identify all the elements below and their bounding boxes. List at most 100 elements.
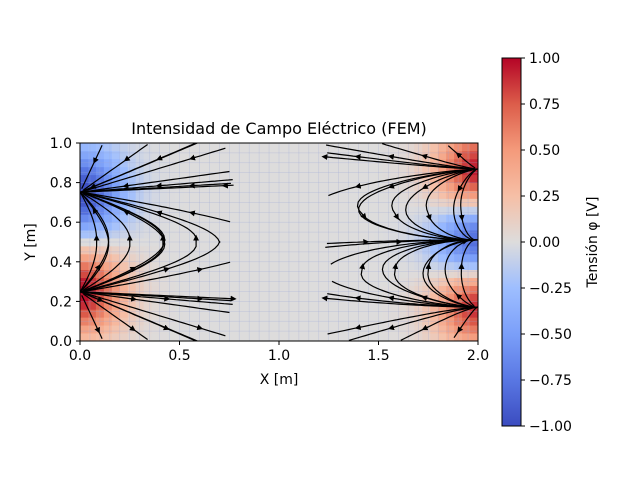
heatmap-cell — [239, 269, 248, 279]
heatmap-cell — [183, 277, 192, 286]
heatmap-cell — [223, 222, 232, 231]
heatmap-cell — [302, 269, 312, 279]
heatmap-cell — [223, 277, 232, 286]
heatmap-cell — [271, 261, 280, 271]
heatmap-cell — [462, 143, 471, 152]
heatmap-cell — [286, 230, 296, 239]
heatmap-cell — [143, 285, 153, 294]
heatmap-cell — [167, 253, 176, 263]
heatmap-cell — [318, 174, 328, 183]
heatmap-cell — [430, 143, 439, 152]
heatmap-cell — [111, 166, 121, 176]
heatmap-cell — [231, 245, 240, 255]
heatmap-cell — [271, 285, 280, 294]
heatmap-cell — [302, 182, 312, 191]
streamline-arrow — [92, 207, 99, 215]
heatmap-cell — [302, 309, 312, 318]
heatmap-cell — [430, 166, 439, 176]
streamline-arrow — [458, 213, 465, 222]
heatmap-cell — [191, 206, 200, 215]
heatmap-cell — [111, 253, 121, 263]
heatmap-cell — [167, 269, 176, 279]
heatmap-cell — [350, 269, 359, 279]
heatmap-cell — [263, 277, 272, 286]
heatmap-cell — [398, 214, 407, 223]
heatmap-cell — [247, 293, 256, 302]
heatmap-cell — [183, 214, 192, 223]
heatmap-cell — [247, 309, 256, 318]
heatmap-cell — [286, 285, 296, 294]
streamline-arrow — [129, 295, 138, 302]
heatmap-cell — [406, 206, 415, 215]
heatmap-cell — [342, 198, 352, 207]
heatmap-cell — [151, 198, 160, 207]
heatmap-cell — [382, 198, 391, 207]
heatmap-cell — [430, 325, 439, 334]
streamline — [427, 239, 476, 308]
heatmap-cell — [247, 245, 256, 255]
heatmap-cell — [326, 333, 336, 341]
heatmap-cell — [294, 277, 304, 286]
heatmap-cell — [430, 190, 439, 199]
heatmap-cell — [414, 293, 423, 302]
heatmap-cell — [239, 333, 248, 341]
heatmap-cell — [223, 245, 232, 255]
heatmap-cell — [247, 230, 256, 239]
heatmap-cell — [239, 285, 248, 294]
streamline — [80, 184, 234, 193]
heatmap-cell — [271, 166, 280, 176]
heatmap-cell — [143, 309, 153, 318]
heatmap-cell — [470, 190, 478, 199]
heatmap-cell — [382, 143, 391, 152]
heatmap-cell — [231, 214, 240, 223]
heatmap-cell — [263, 261, 272, 271]
heatmap-cell — [127, 301, 137, 310]
heatmap-cell — [366, 325, 375, 334]
heatmap-cell — [239, 309, 248, 318]
heatmap-cell — [470, 150, 478, 160]
heatmap-cell — [446, 214, 455, 223]
heatmap-cell — [470, 309, 478, 318]
y-tick-label: 1.0 — [50, 136, 72, 152]
heatmap-cell — [350, 214, 359, 223]
heatmap-cell — [279, 261, 288, 271]
heatmap-cell — [350, 253, 359, 263]
heatmap-cell — [263, 285, 272, 294]
heatmap-cell — [358, 190, 367, 199]
heatmap-cell — [350, 150, 359, 160]
heatmap-cell — [446, 206, 455, 215]
heatmap-cell — [430, 269, 439, 279]
heatmap-cell — [247, 253, 256, 263]
heatmap-cell — [247, 333, 256, 341]
heatmap-cell — [302, 261, 312, 271]
heatmap-cell — [382, 301, 391, 310]
heatmap-cell — [207, 333, 216, 341]
streamline — [83, 144, 148, 191]
heatmap-cell — [358, 269, 367, 279]
heatmap-cell — [239, 150, 248, 160]
heatmap-cell — [231, 309, 240, 318]
heatmap-cell — [318, 245, 328, 255]
heatmap-cell — [191, 222, 200, 231]
heatmap-cell — [318, 269, 328, 279]
heatmap-cell — [470, 230, 478, 239]
heatmap-cell — [247, 190, 256, 199]
heatmap-cell — [294, 182, 304, 191]
heatmap-cell — [398, 143, 407, 152]
heatmap-cell — [462, 230, 471, 239]
heatmap-cell — [279, 214, 288, 223]
heatmap-cell — [239, 277, 248, 286]
heatmap-cell — [438, 285, 447, 294]
heatmap-cell — [239, 230, 248, 239]
heatmap-cell — [342, 214, 352, 223]
heatmap-cell — [271, 325, 280, 334]
heatmap-cell — [294, 309, 304, 318]
heatmap-cell — [446, 277, 455, 286]
chart-title: Intensidad de Campo Eléctrico (FEM) — [131, 119, 427, 138]
streamline-arrow — [421, 295, 429, 302]
heatmap-cell — [223, 333, 232, 341]
heatmap-cell — [366, 214, 375, 223]
heatmap-cell — [247, 182, 256, 191]
heatmap-cell — [183, 309, 192, 318]
